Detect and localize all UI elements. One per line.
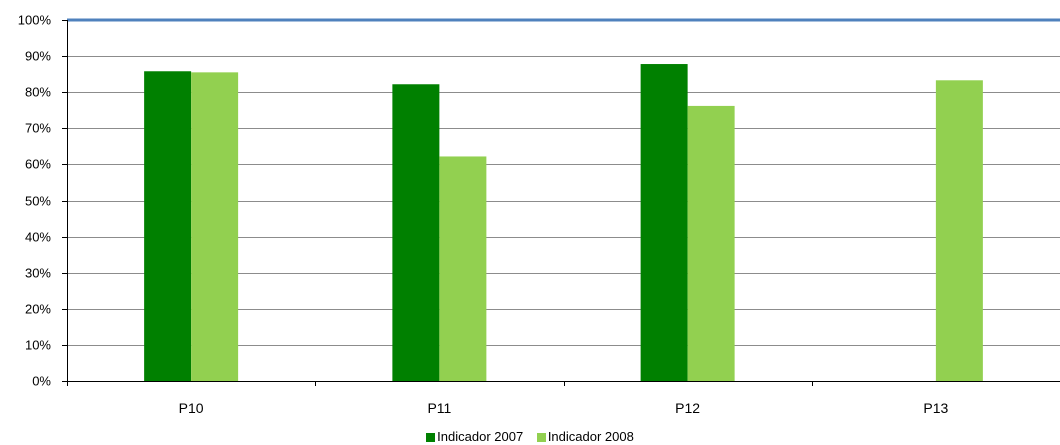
y-tick-label-7: 70%: [25, 121, 51, 136]
x-tick-label-p12: P12: [675, 400, 700, 416]
legend-swatch-2007: [426, 433, 436, 442]
y-tick-label-3: 30%: [25, 266, 51, 281]
bar-p10-series-2: [191, 72, 239, 381]
y-tick-label-8: 80%: [25, 85, 51, 100]
y-tick-label-4: 40%: [25, 230, 51, 245]
legend-label-2008: Indicador 2008: [547, 429, 634, 444]
y-tick-label-6: 60%: [25, 157, 51, 172]
bar-p12-series-2: [687, 105, 735, 381]
x-tick-label-p11: P11: [427, 400, 451, 416]
y-tick-label-1: 10%: [25, 338, 51, 353]
x-tick-label-p10: P10: [179, 400, 204, 416]
bar-p12-series-1: [640, 64, 688, 382]
legend-swatch-2008: [536, 433, 546, 442]
legend: Indicador 2007 Indicador 2008: [0, 428, 1060, 445]
legend-label-2007: Indicador 2007: [437, 429, 524, 444]
bar-p10-series-1: [144, 71, 192, 382]
y-tick-label-10: 100%: [18, 13, 52, 28]
bar-p11-series-2: [439, 156, 487, 381]
legend-item-2008: Indicador 2008: [536, 428, 634, 445]
y-tick-label-9: 90%: [25, 49, 51, 64]
bar-chart: 0% 10% 20% 30% 40% 50% 60% 70% 80% 90% 100% P10 P11 P…: [18, 13, 1060, 416]
y-tick-label-0: 0%: [32, 374, 51, 389]
legend-item-2007: Indicador 2007: [426, 428, 523, 445]
bar-p11-series-1: [392, 84, 440, 382]
y-tick-label-2: 20%: [25, 302, 51, 317]
y-tick-label-5: 50%: [25, 194, 51, 209]
bar-p13-series-2: [935, 80, 983, 382]
x-tick-label-p13: P13: [923, 400, 948, 416]
